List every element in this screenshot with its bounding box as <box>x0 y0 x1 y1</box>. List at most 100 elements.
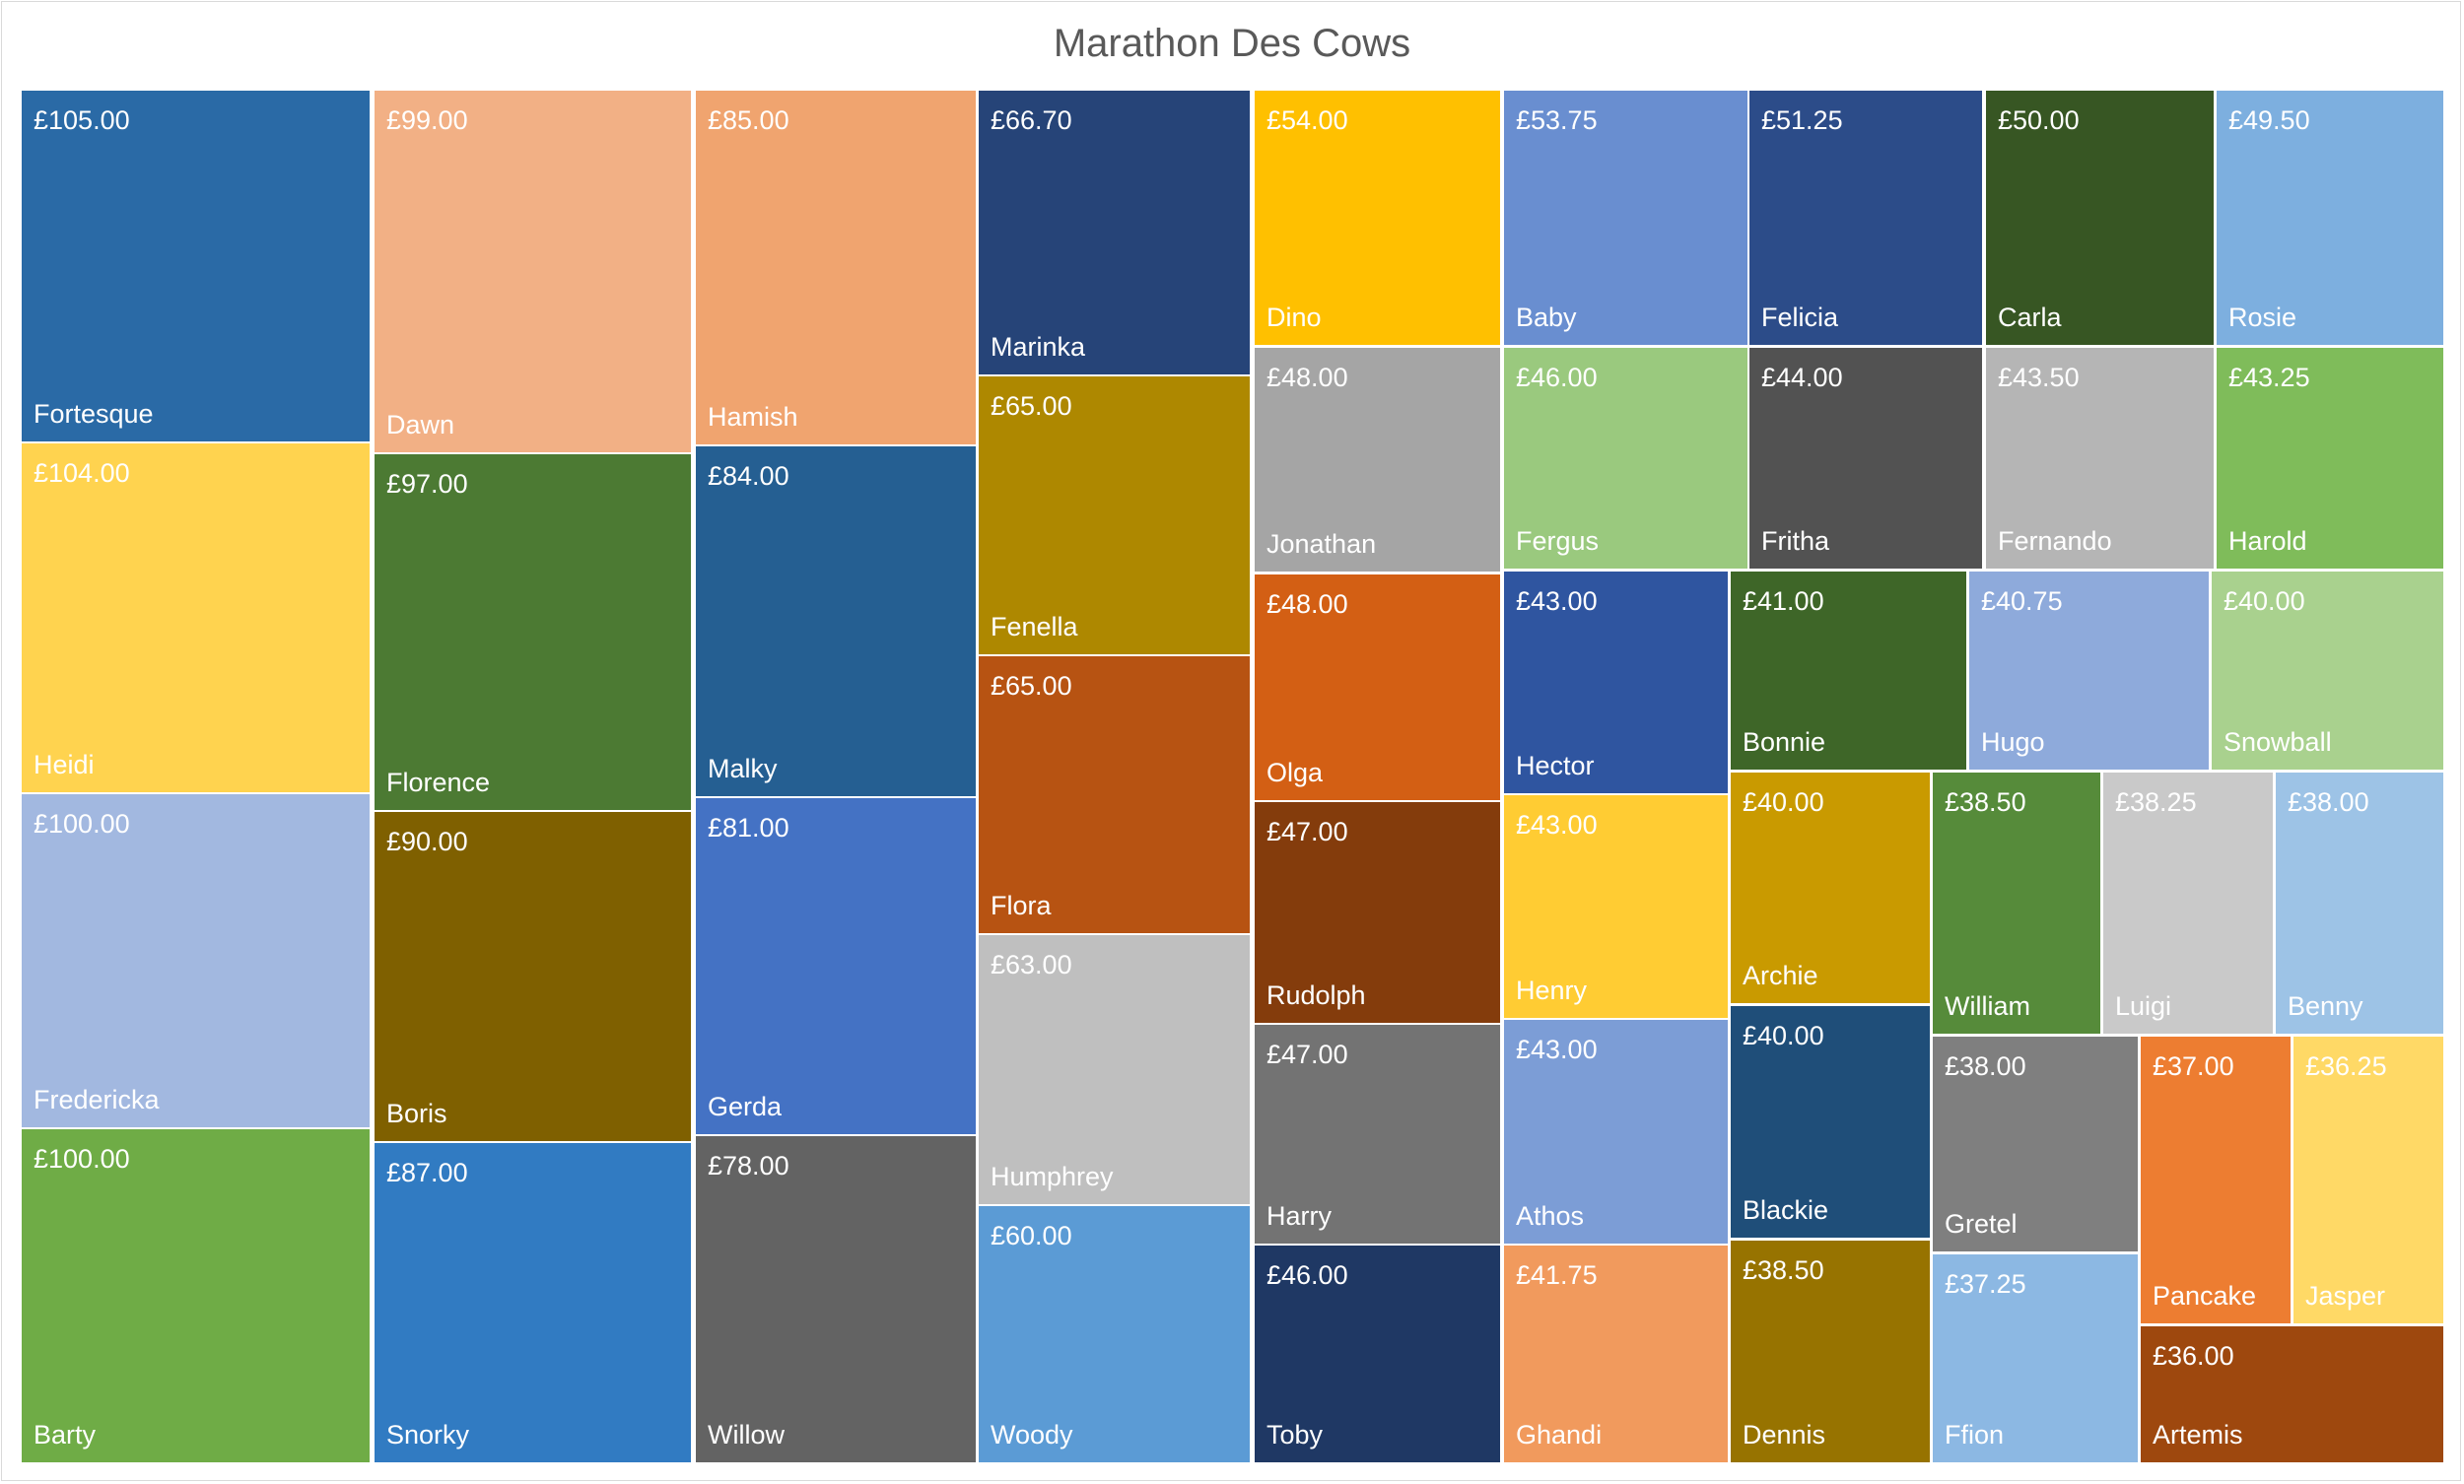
treemap-rect-archie <box>1731 773 1930 1003</box>
treemap-tile-ghandi: £41.75 Ghandi <box>1504 1246 1728 1462</box>
treemap-rect-toby <box>1255 1246 1500 1462</box>
value-label-boris: £90.00 <box>386 827 468 856</box>
value-label-hugo: £40.75 <box>1981 586 2063 616</box>
name-label-harold: Harold <box>2228 526 2307 556</box>
value-label-hector: £43.00 <box>1516 586 1598 616</box>
name-label-snorky: Snorky <box>386 1420 470 1450</box>
name-label-snowball: Snowball <box>2224 727 2332 757</box>
treemap-rect-flora <box>979 656 1250 933</box>
treemap-tile-archie: £40.00 Archie <box>1731 773 1930 1003</box>
treemap-tile-fritha: £44.00 Fritha <box>1749 348 1982 569</box>
value-label-marinka: £66.70 <box>991 105 1072 135</box>
treemap-rect-ghandi <box>1504 1246 1728 1462</box>
treemap-tile-ffion: £37.25 Ffion <box>1933 1254 2138 1462</box>
treemap-tile-barty: £100.00 Barty <box>22 1129 370 1462</box>
name-label-pancake: Pancake <box>2153 1281 2256 1311</box>
name-label-rudolph: Rudolph <box>1266 980 1366 1010</box>
name-label-henry: Henry <box>1516 976 1588 1005</box>
name-label-fredericka: Fredericka <box>34 1085 161 1114</box>
name-label-woody: Woody <box>991 1420 1073 1450</box>
treemap-rect-athos <box>1504 1020 1728 1244</box>
treemap-tile-dino: £54.00 Dino <box>1255 91 1500 345</box>
value-label-jasper: £36.25 <box>2305 1051 2387 1081</box>
treemap-rect-dawn <box>375 91 691 452</box>
value-label-fergus: £46.00 <box>1516 363 1598 392</box>
name-label-ffion: Ffion <box>1945 1420 2004 1450</box>
treemap-tile-rudolph: £47.00 Rudolph <box>1255 802 1500 1023</box>
name-label-hugo: Hugo <box>1981 727 2045 757</box>
value-label-rudolph: £47.00 <box>1266 817 1348 846</box>
value-label-harold: £43.25 <box>2228 363 2310 392</box>
treemap-rect-woody <box>979 1206 1250 1462</box>
treemap-tile-fortesque: £105.00 Fortesque <box>22 91 370 441</box>
value-label-fritha: £44.00 <box>1761 363 1843 392</box>
value-label-blackie: £40.00 <box>1743 1021 1824 1050</box>
name-label-bonnie: Bonnie <box>1743 727 1825 757</box>
value-label-fortesque: £105.00 <box>34 105 130 135</box>
treemap-tile-athos: £43.00 Athos <box>1504 1020 1728 1244</box>
treemap-rect-heidi <box>22 443 370 792</box>
name-label-heidi: Heidi <box>34 750 95 779</box>
treemap-tile-hugo: £40.75 Hugo <box>1969 572 2209 770</box>
name-label-benny: Benny <box>2288 991 2363 1021</box>
treemap-tile-snowball: £40.00 Snowball <box>2212 572 2443 770</box>
value-label-rosie: £49.50 <box>2228 105 2310 135</box>
name-label-carla: Carla <box>1998 303 2063 332</box>
treemap-tile-flora: £65.00 Flora <box>979 656 1250 933</box>
value-label-harry: £47.00 <box>1266 1040 1348 1069</box>
treemap-tile-fredericka: £100.00 Fredericka <box>22 794 370 1127</box>
value-label-benny: £38.00 <box>2288 787 2369 817</box>
value-label-hamish: £85.00 <box>708 105 789 135</box>
treemap-rect-blackie <box>1731 1006 1930 1238</box>
treemap-rect-benny <box>2276 773 2443 1034</box>
treemap-rect-hugo <box>1969 572 2209 770</box>
treemap-rect-rosie <box>2217 91 2443 345</box>
treemap-tile-henry: £43.00 Henry <box>1504 795 1728 1018</box>
name-label-archie: Archie <box>1743 961 1818 990</box>
treemap-rect-fernando <box>1986 348 2214 569</box>
name-label-felicia: Felicia <box>1761 303 1839 332</box>
treemap-rect-fergus <box>1504 348 1747 569</box>
treemap-tile-luigi: £38.25 Luigi <box>2103 773 2273 1034</box>
name-label-dennis: Dennis <box>1743 1420 1825 1450</box>
treemap-rect-jasper <box>2293 1037 2443 1323</box>
value-label-heidi: £104.00 <box>34 458 130 488</box>
value-label-ffion: £37.25 <box>1945 1269 2026 1299</box>
value-label-bonnie: £41.00 <box>1743 586 1824 616</box>
treemap-rect-boris <box>375 812 691 1141</box>
treemap-rect-olga <box>1255 574 1500 800</box>
treemap-tile-william: £38.50 William <box>1933 773 2100 1034</box>
treemap-tile-dawn: £99.00 Dawn <box>375 91 691 452</box>
treemap-rect-ffion <box>1933 1254 2138 1462</box>
treemap-tile-felicia: £51.25 Felicia <box>1749 91 1982 345</box>
value-label-barty: £100.00 <box>34 1144 130 1174</box>
value-label-snowball: £40.00 <box>2224 586 2305 616</box>
name-label-dawn: Dawn <box>386 410 454 439</box>
name-label-malky: Malky <box>708 754 778 783</box>
treemap-rect-henry <box>1504 795 1728 1018</box>
treemap-tile-pancake: £37.00 Pancake <box>2141 1037 2291 1323</box>
value-label-henry: £43.00 <box>1516 810 1598 840</box>
name-label-hector: Hector <box>1516 751 1595 780</box>
treemap-tile-fernando: £43.50 Fernando <box>1986 348 2214 569</box>
treemap-rect-dino <box>1255 91 1500 345</box>
value-label-gretel: £38.00 <box>1945 1051 2026 1081</box>
value-label-fernando: £43.50 <box>1998 363 2080 392</box>
value-label-artemis: £36.00 <box>2153 1341 2234 1371</box>
value-label-fenella: £65.00 <box>991 391 1072 421</box>
treemap-rect-gerda <box>696 798 976 1134</box>
treemap-rect-artemis <box>2141 1326 2443 1462</box>
name-label-luigi: Luigi <box>2115 991 2171 1021</box>
value-label-dawn: £99.00 <box>386 105 468 135</box>
treemap-rect-snowball <box>2212 572 2443 770</box>
treemap-tile-harry: £47.00 Harry <box>1255 1025 1500 1244</box>
treemap-tile-fenella: £65.00 Fenella <box>979 376 1250 654</box>
name-label-florence: Florence <box>386 768 490 797</box>
treemap-tile-olga: £48.00 Olga <box>1255 574 1500 800</box>
treemap-rect-jonathan <box>1255 348 1500 572</box>
name-label-athos: Athos <box>1516 1201 1584 1231</box>
value-label-luigi: £38.25 <box>2115 787 2197 817</box>
value-label-william: £38.50 <box>1945 787 2026 817</box>
value-label-toby: £46.00 <box>1266 1260 1348 1290</box>
name-label-flora: Flora <box>991 891 1052 920</box>
